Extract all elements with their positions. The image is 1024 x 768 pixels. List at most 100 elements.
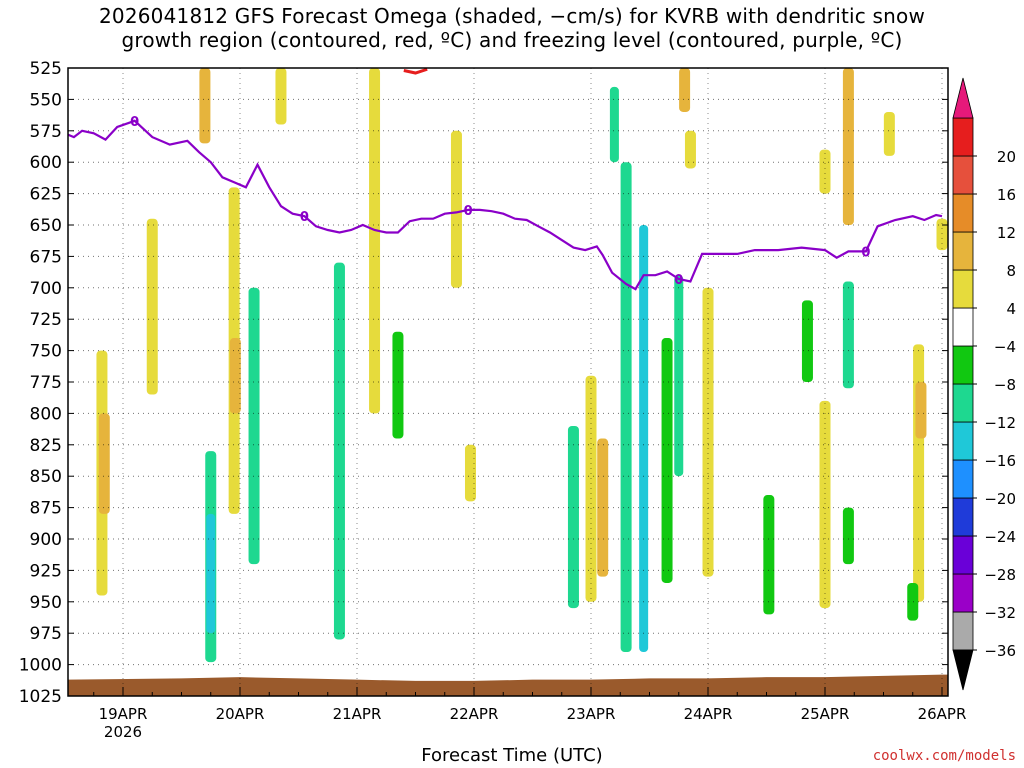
credit-text: coolwx.com/models [872, 748, 1016, 764]
colorbar-bin-12 [952, 155, 974, 195]
colorbar-label-3: −24 [984, 528, 1016, 546]
omega-area-28 [819, 149, 831, 194]
y-tick-label-975: 975 [30, 624, 62, 644]
colorbar-bin-8 [952, 307, 974, 347]
omega-area-36 [907, 582, 919, 621]
y-tick-label-825: 825 [30, 436, 62, 456]
colorbar-label-1: −32 [984, 604, 1016, 622]
colorbar-label-7: −8 [994, 376, 1016, 394]
colorbar-bin-0 [952, 611, 974, 651]
y-tick-label-875: 875 [30, 499, 62, 519]
y-tick-label-950: 950 [30, 593, 62, 613]
snow-growth-contour [403, 68, 428, 75]
omega-area-10 [333, 262, 345, 640]
x-tick-sublabel-19APR: 2026 [104, 723, 142, 741]
colorbar-bottom-arrow [952, 649, 974, 691]
omega-area-20 [639, 225, 649, 653]
omega-area-23 [679, 68, 691, 112]
x-axis-label: Forecast Time (UTC) [421, 745, 603, 766]
omega-area-8 [248, 287, 260, 565]
colorbar-bin-3 [952, 497, 974, 537]
y-tick-label-625: 625 [30, 185, 62, 205]
colorbar-bin-5 [952, 421, 974, 461]
colorbar-label-10: 8 [1006, 262, 1016, 280]
y-tick-label-1025: 1025 [19, 687, 62, 707]
y-tick-label-925: 925 [30, 561, 62, 581]
y-tick-label-725: 725 [30, 310, 62, 330]
x-tick-label-26APR: 26APR [918, 705, 967, 723]
colorbar-label-11: 12 [997, 224, 1016, 242]
colorbar-label-4: −20 [984, 490, 1016, 508]
omega-area-35 [915, 382, 927, 439]
freezing-level-label-2: 0 [464, 204, 473, 219]
colorbar-bin-10 [952, 231, 974, 271]
colorbar-label-12: 16 [997, 186, 1016, 204]
omega-area-29 [819, 400, 831, 609]
freezing-level-label-3: 0 [674, 273, 683, 288]
colorbar-bin-7 [952, 345, 974, 385]
omega-area-2 [146, 218, 158, 395]
title-line-2: growth region (contoured, red, ºC) and f… [121, 28, 903, 52]
plot-clip-group: 0 0 0 0 0 [68, 68, 948, 696]
y-tick-label-775: 775 [30, 373, 62, 393]
freezing-level-line [68, 119, 943, 291]
omega-area-19 [620, 162, 632, 653]
y-tick-label-550: 550 [30, 90, 62, 110]
colorbar-bin-9 [952, 269, 974, 309]
y-tick-label-1000: 1000 [19, 656, 62, 676]
y-tick-label-900: 900 [30, 530, 62, 550]
omega-area-7 [229, 338, 241, 414]
omega-area-17 [597, 438, 609, 577]
freezing-level-label-4: 0 [861, 245, 870, 260]
omega-area-16 [585, 375, 597, 602]
omega-area-31 [842, 281, 854, 389]
x-tick-label-25APR: 25APR [801, 705, 850, 723]
chart-title: 2026041812 GFS Forecast Omega (shaded, −… [0, 4, 1024, 52]
x-tick-label-19APR: 19APR [99, 705, 148, 723]
colorbar-bin-2 [952, 535, 974, 575]
omega-area-9 [275, 68, 287, 125]
omega-area-27 [801, 300, 813, 382]
x-tick-label-20APR: 20APR [216, 705, 265, 723]
colorbar-bin-1 [952, 573, 974, 613]
y-tick-label-700: 700 [30, 279, 62, 299]
x-tick-label-21APR: 21APR [333, 705, 382, 723]
omega-area-37 [936, 218, 948, 251]
omega-area-21 [661, 338, 673, 583]
omega-area-30 [842, 68, 854, 225]
omega-area-33 [883, 111, 895, 156]
omega-area-26 [763, 495, 775, 615]
omega-area-14 [464, 444, 476, 502]
colorbar-label-2: −28 [984, 566, 1016, 584]
colorbar-label-0: −36 [984, 642, 1016, 660]
plot-area: 0 0 0 0 0 [68, 68, 948, 696]
colorbar-label-13: 20 [997, 148, 1016, 166]
y-tick-label-575: 575 [30, 122, 62, 142]
y-tick-label-750: 750 [30, 342, 62, 362]
colorbar-bin-6 [952, 383, 974, 423]
x-tick-label-22APR: 22APR [450, 705, 499, 723]
omega-area-3 [199, 68, 211, 144]
omega-area-5 [206, 513, 216, 634]
colorbar-top-arrow [952, 77, 974, 119]
omega-area-32 [842, 507, 854, 565]
colorbar-bin-13 [952, 117, 974, 157]
colorbar-label-9: 4 [1006, 300, 1016, 318]
omega-area-11 [369, 68, 381, 414]
y-tick-label-675: 675 [30, 247, 62, 267]
omega-area-13 [450, 130, 462, 288]
omega-area-12 [392, 331, 404, 439]
omega-area-25 [702, 287, 714, 577]
x-tick-label-23APR: 23APR [567, 705, 616, 723]
colorbar: −36 −32 −28 −24 −20 −16 −12 −8 −4 4 8 12 16 20 [952, 77, 1016, 691]
colorbar-label-5: −16 [984, 452, 1016, 470]
freezing-level-label-0: 0 [130, 115, 139, 130]
omega-area-1 [98, 413, 110, 514]
y-tick-label-850: 850 [30, 467, 62, 487]
colorbar-label-6: −12 [984, 414, 1016, 432]
x-tick-label-24APR: 24APR [684, 705, 733, 723]
freezing-level-label-1: 0 [300, 210, 309, 225]
omega-area-22 [674, 275, 684, 477]
colorbar-label-8: −4 [994, 338, 1016, 356]
